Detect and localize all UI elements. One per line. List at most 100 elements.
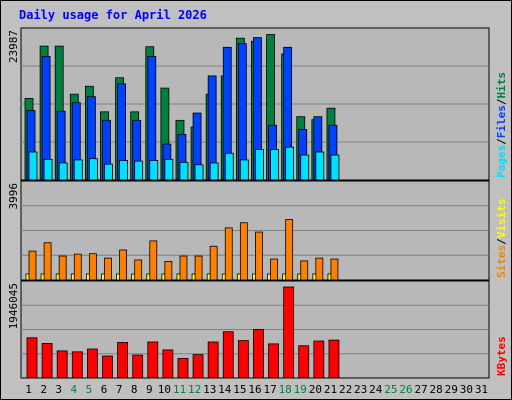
bar-sites xyxy=(73,253,82,281)
chart-panels: 2398739961946045Pages/Files/HitsSites/Vi… xyxy=(7,27,508,396)
x-tick-label: 24 xyxy=(369,383,383,396)
x-tick-label: 7 xyxy=(116,383,123,396)
x-tick-label: 4 xyxy=(71,383,78,396)
bar-pages xyxy=(28,151,38,181)
bar-kbytes xyxy=(192,354,204,379)
x-tick-label: 30 xyxy=(460,383,473,396)
bar-sites xyxy=(164,260,173,281)
x-tick-label: 23 xyxy=(354,383,367,396)
legend-files: Files xyxy=(495,105,508,138)
x-tick-label: 6 xyxy=(101,383,108,396)
bar-kbytes xyxy=(253,328,264,379)
bar-pages xyxy=(270,149,279,181)
x-tick-label: 28 xyxy=(430,383,443,396)
bar-pages xyxy=(300,154,310,181)
x-tick-label: 22 xyxy=(339,383,352,396)
x-tick-label: 21 xyxy=(324,383,337,396)
bar-kbytes xyxy=(222,331,234,379)
x-tick-label: 12 xyxy=(188,383,201,396)
bar-kbytes xyxy=(177,357,189,379)
x-tick-label: 10 xyxy=(158,383,171,396)
bar-kbytes xyxy=(102,355,113,379)
bar-pages xyxy=(164,158,174,181)
bar-sites xyxy=(224,227,233,281)
bar-kbytes xyxy=(328,339,340,379)
bar-kbytes xyxy=(162,349,174,379)
bar-kbytes xyxy=(298,345,310,379)
y-max-label: 23987 xyxy=(7,30,20,63)
x-tick-label: 16 xyxy=(248,383,261,396)
bar-pages xyxy=(73,159,83,181)
bar-pages xyxy=(255,149,264,181)
bar-pages xyxy=(285,146,295,181)
bar-pages xyxy=(224,152,234,181)
bar-kbytes xyxy=(117,342,128,379)
x-tick-label: 19 xyxy=(294,383,307,396)
bar-pages xyxy=(239,159,249,181)
bar-sites xyxy=(104,257,112,281)
x-tick-label: 13 xyxy=(203,383,216,396)
bar-pages xyxy=(88,158,98,181)
x-tick-label: 11 xyxy=(173,383,186,396)
bar-kbytes xyxy=(56,350,68,379)
x-tick-label: 25 xyxy=(384,383,397,396)
x-tick-label: 29 xyxy=(445,383,458,396)
bar-kbytes xyxy=(71,351,83,379)
bar-sites xyxy=(300,260,309,281)
bar-sites xyxy=(239,222,248,281)
bar-pages xyxy=(149,160,159,181)
legend-hits: Hits xyxy=(495,72,508,99)
legend: Pages/Files/Hits xyxy=(495,72,508,178)
bar-sites xyxy=(255,231,263,281)
legend-pages: Pages xyxy=(495,145,508,178)
bar-pages xyxy=(119,160,128,181)
bar-kbytes xyxy=(41,342,53,379)
chart-title: Daily usage for April 2026 xyxy=(19,8,207,22)
bar-kbytes xyxy=(207,341,219,379)
x-tick-label: 2 xyxy=(40,383,47,396)
bar-sites xyxy=(270,258,278,281)
x-tick-label: 20 xyxy=(309,383,322,396)
bar-pages xyxy=(104,163,113,181)
bar-sites xyxy=(315,257,324,281)
x-tick-label: 8 xyxy=(131,383,138,396)
bar-pages xyxy=(134,160,144,181)
bar-sites xyxy=(134,259,143,281)
x-tick-label: 3 xyxy=(55,383,62,396)
bar-kbytes xyxy=(86,348,98,379)
legend-kbytes: KBytes xyxy=(495,336,508,376)
bar-kbytes xyxy=(132,354,144,379)
x-tick-label: 17 xyxy=(263,383,276,396)
bar-sites xyxy=(330,258,339,281)
bar-pages xyxy=(194,164,204,181)
bar-sites xyxy=(43,242,52,281)
bar-sites xyxy=(28,250,37,281)
bar-kbytes xyxy=(268,343,279,379)
bar-kbytes xyxy=(26,337,38,379)
x-tick-label: 1 xyxy=(25,383,32,396)
legend: Sites/Visits xyxy=(495,199,508,279)
x-tick-label: 9 xyxy=(146,383,153,396)
x-tick-label: 27 xyxy=(414,383,427,396)
y-max-label: 3996 xyxy=(7,183,20,210)
x-tick-label: 15 xyxy=(233,383,246,396)
bar-pages xyxy=(330,154,340,181)
legend-separator: / xyxy=(495,98,508,105)
legend-visits: Visits xyxy=(495,199,508,239)
bar-sites xyxy=(209,245,218,281)
legend: KBytes xyxy=(495,336,508,376)
legend-separator: / xyxy=(495,238,508,245)
bar-kbytes xyxy=(237,340,249,379)
x-tick-label: 26 xyxy=(399,383,412,396)
x-tick-label: 14 xyxy=(218,383,232,396)
legend-sites: Sites xyxy=(495,245,508,278)
bar-sites xyxy=(58,255,67,281)
bar-sites xyxy=(149,240,158,281)
bar-sites xyxy=(194,255,203,281)
x-tick-label: 5 xyxy=(86,383,93,396)
bar-kbytes xyxy=(147,341,159,379)
y-max-label: 1946045 xyxy=(7,283,20,329)
bar-pages xyxy=(315,151,325,181)
legend-separator: / xyxy=(495,138,508,145)
